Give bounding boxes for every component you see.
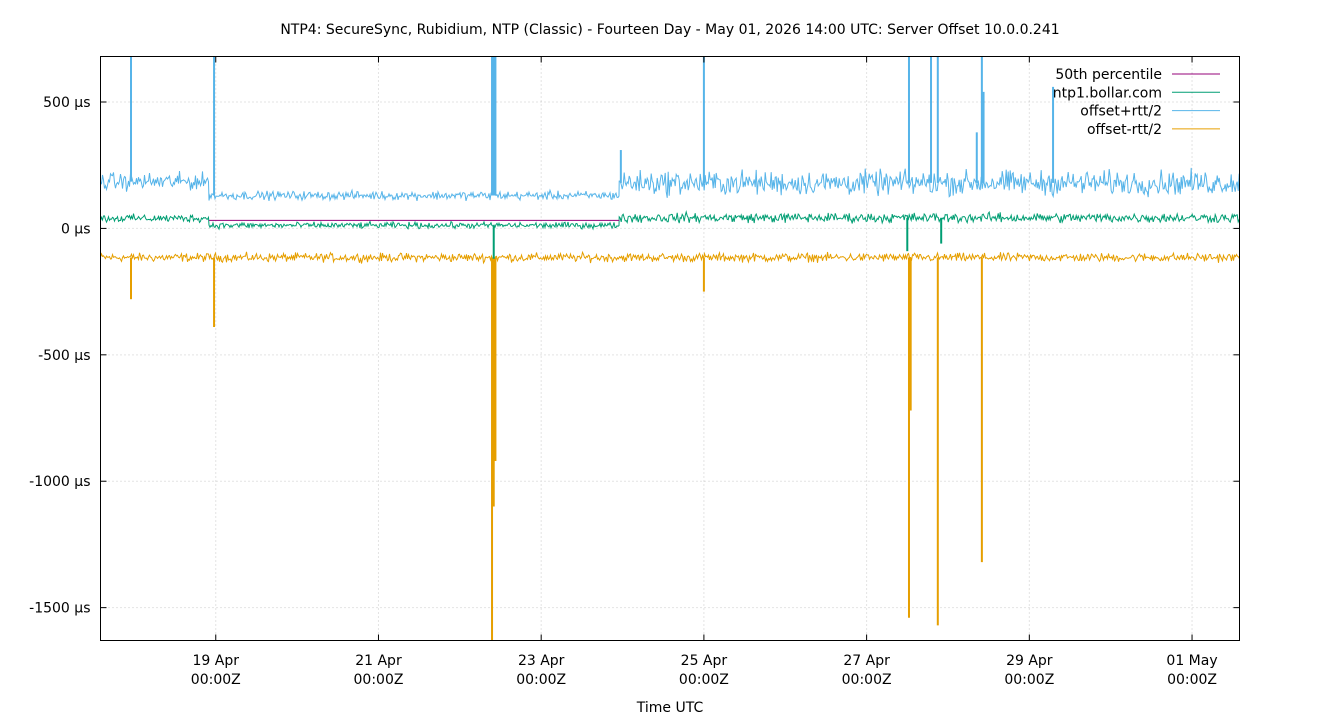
legend-label: ntp1.bollar.com bbox=[1053, 85, 1162, 101]
y-tick-label: -1500 µs bbox=[29, 601, 90, 617]
legend-label: 50th percentile bbox=[1055, 67, 1162, 83]
x-tick-label-date: 19 Apr bbox=[193, 653, 240, 669]
plot-frame bbox=[100, 56, 1240, 641]
series-area bbox=[100, 56, 1240, 641]
y-tick-label: -500 µs bbox=[38, 348, 90, 364]
x-tick-label-date: 21 Apr bbox=[355, 653, 402, 669]
x-tick-label-time: 00:00Z bbox=[842, 672, 892, 688]
x-tick-label-time: 00:00Z bbox=[679, 672, 729, 688]
x-tick-label-date: 27 Apr bbox=[843, 653, 890, 669]
x-tick-label-date: 25 Apr bbox=[681, 653, 728, 669]
x-tick-label-time: 00:00Z bbox=[191, 672, 241, 688]
y-tick-label: -1000 µs bbox=[29, 474, 90, 490]
series-line-2 bbox=[100, 167, 1240, 202]
x-tick-label-time: 00:00Z bbox=[354, 672, 404, 688]
x-tick-label-date: 29 Apr bbox=[1006, 653, 1053, 669]
x-tick-label-time: 00:00Z bbox=[1004, 672, 1054, 688]
series-line-3 bbox=[100, 250, 1240, 265]
y-tick-label: 0 µs bbox=[61, 221, 91, 237]
y-tick-label: 500 µs bbox=[43, 95, 90, 111]
legend-label: offset-rtt/2 bbox=[1087, 122, 1162, 138]
axes: 500 µs 0 µs -500 µs -1000 µs -1500 µs 19 Apr 0… bbox=[29, 56, 1240, 688]
grid bbox=[100, 56, 1240, 641]
legend-label: offset+rtt/2 bbox=[1080, 104, 1162, 120]
chart-title: NTP4: SecureSync, Rubidium, NTP (Classic… bbox=[280, 22, 1059, 38]
x-tick-label-date: 23 Apr bbox=[518, 653, 565, 669]
x-tick-label-time: 00:00Z bbox=[516, 672, 566, 688]
x-axis-label: Time UTC bbox=[636, 700, 704, 716]
legend: 50th percentile ntp1.bollar.com offset+rtt… bbox=[1053, 67, 1220, 138]
x-tick-label-time: 00:00Z bbox=[1167, 672, 1217, 688]
series-line-1 bbox=[100, 210, 1240, 231]
x-tick-label-date: 01 May bbox=[1166, 653, 1217, 669]
